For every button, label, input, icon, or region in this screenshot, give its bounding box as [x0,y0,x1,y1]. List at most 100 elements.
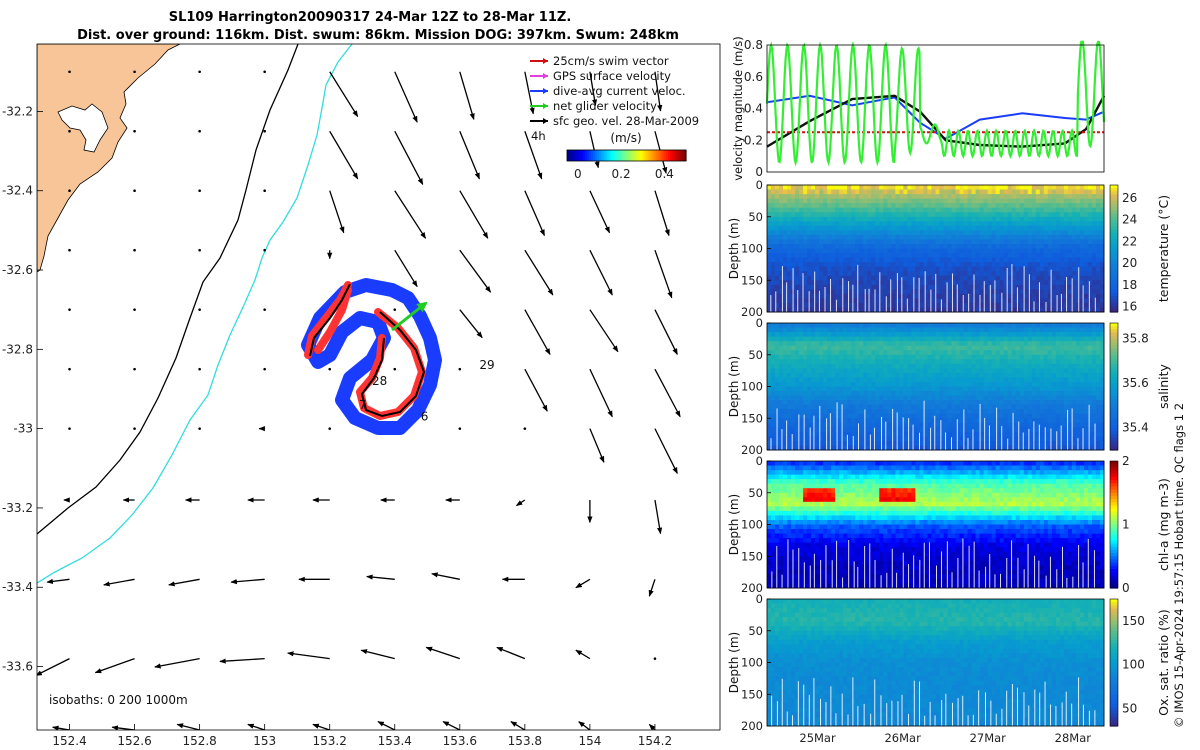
section-cell [1063,271,1069,277]
section-colorbar-cell [1110,232,1118,237]
section-cell [987,391,993,396]
section-cell [887,445,892,451]
section-cell [1055,354,1061,360]
section-cell [915,440,920,446]
colorbar-frame [566,149,687,162]
section-cell [879,391,884,396]
section-cell [995,341,1001,347]
section-cell [831,368,836,374]
current-vector [366,574,395,580]
section-cell [987,436,993,442]
section-cell [1043,377,1049,383]
section-cell [775,400,780,406]
section-cell [1083,221,1089,227]
section-cell [811,431,816,437]
section-cell [1051,404,1057,410]
section-cell [771,194,776,200]
section-cell [1043,386,1049,392]
section-cell [1100,302,1105,308]
section-cell [1019,244,1025,249]
section-cell [1083,391,1089,396]
current-vector [247,723,265,730]
section-cell [855,225,860,231]
section-cell [1059,244,1065,249]
section-cell [783,189,788,195]
section-cell [1088,363,1093,369]
section-cell [935,341,940,347]
section-cell [907,212,912,218]
section-cell [963,185,969,190]
section-cell [803,289,808,295]
section-cell [799,262,804,268]
section-cell [783,234,788,240]
map-xtick-label: 153.4 [378,734,412,748]
current-vector [198,248,201,252]
section-cell [955,185,961,190]
section-cell [883,377,888,383]
section-cell [995,382,1001,387]
section-cell [875,289,880,295]
section-cell [955,198,961,204]
section-cell [1003,440,1009,446]
section-cell [1023,345,1029,351]
section-cell [999,336,1005,342]
section-cell [915,257,920,263]
section-cell [807,345,812,351]
section-cell [903,253,908,258]
section-cell [895,216,900,222]
section-cell [867,422,872,428]
section-cell [1019,382,1025,387]
section-cell [807,440,812,446]
section-cell [1063,336,1069,342]
section-cell [943,341,948,347]
day-label: 29 [479,358,494,372]
section-cell [931,262,936,268]
section-cell [1031,377,1037,383]
section-cell [1027,185,1033,190]
section-cell [1055,327,1061,333]
section-cell [1039,244,1045,249]
section-cell [831,262,836,268]
section-cell [787,354,792,360]
section-cell [1035,216,1041,222]
section-cell [767,323,772,328]
section-cell [987,372,993,378]
section-cell [955,377,961,383]
section-cell [799,194,804,200]
section-cell [1047,266,1053,272]
section-cell [771,391,776,396]
section-cell [1047,391,1053,396]
section-cell [943,395,948,401]
section-cell [1067,302,1073,308]
section-cell [1039,345,1045,351]
section-cell [951,221,956,227]
section-cell [815,404,820,410]
section-cell [1071,345,1077,351]
section-cell [979,386,985,392]
section-cell [987,386,993,392]
section-cell [999,189,1005,195]
section-cell [835,336,840,342]
section-cell [835,225,840,231]
section-cell [811,230,816,236]
section-cell [1043,404,1049,410]
section-cell [887,234,892,240]
section-cell [1031,332,1037,338]
section-cell [899,336,904,342]
section-cell [823,189,828,195]
section-cell [1015,323,1021,328]
current-vector [176,723,200,730]
section-cell [795,409,800,415]
section-cell [1047,440,1053,446]
section-cell [983,409,989,415]
section-cell [1047,368,1053,374]
section-cell [1067,257,1073,263]
section-cell [899,440,904,446]
section-cell [1071,422,1077,428]
section-cell [991,266,997,272]
section-cell [1007,302,1013,308]
section-cell [947,307,952,313]
section-cell [1003,382,1009,387]
section-cell [923,395,928,401]
section-cell [823,341,828,347]
